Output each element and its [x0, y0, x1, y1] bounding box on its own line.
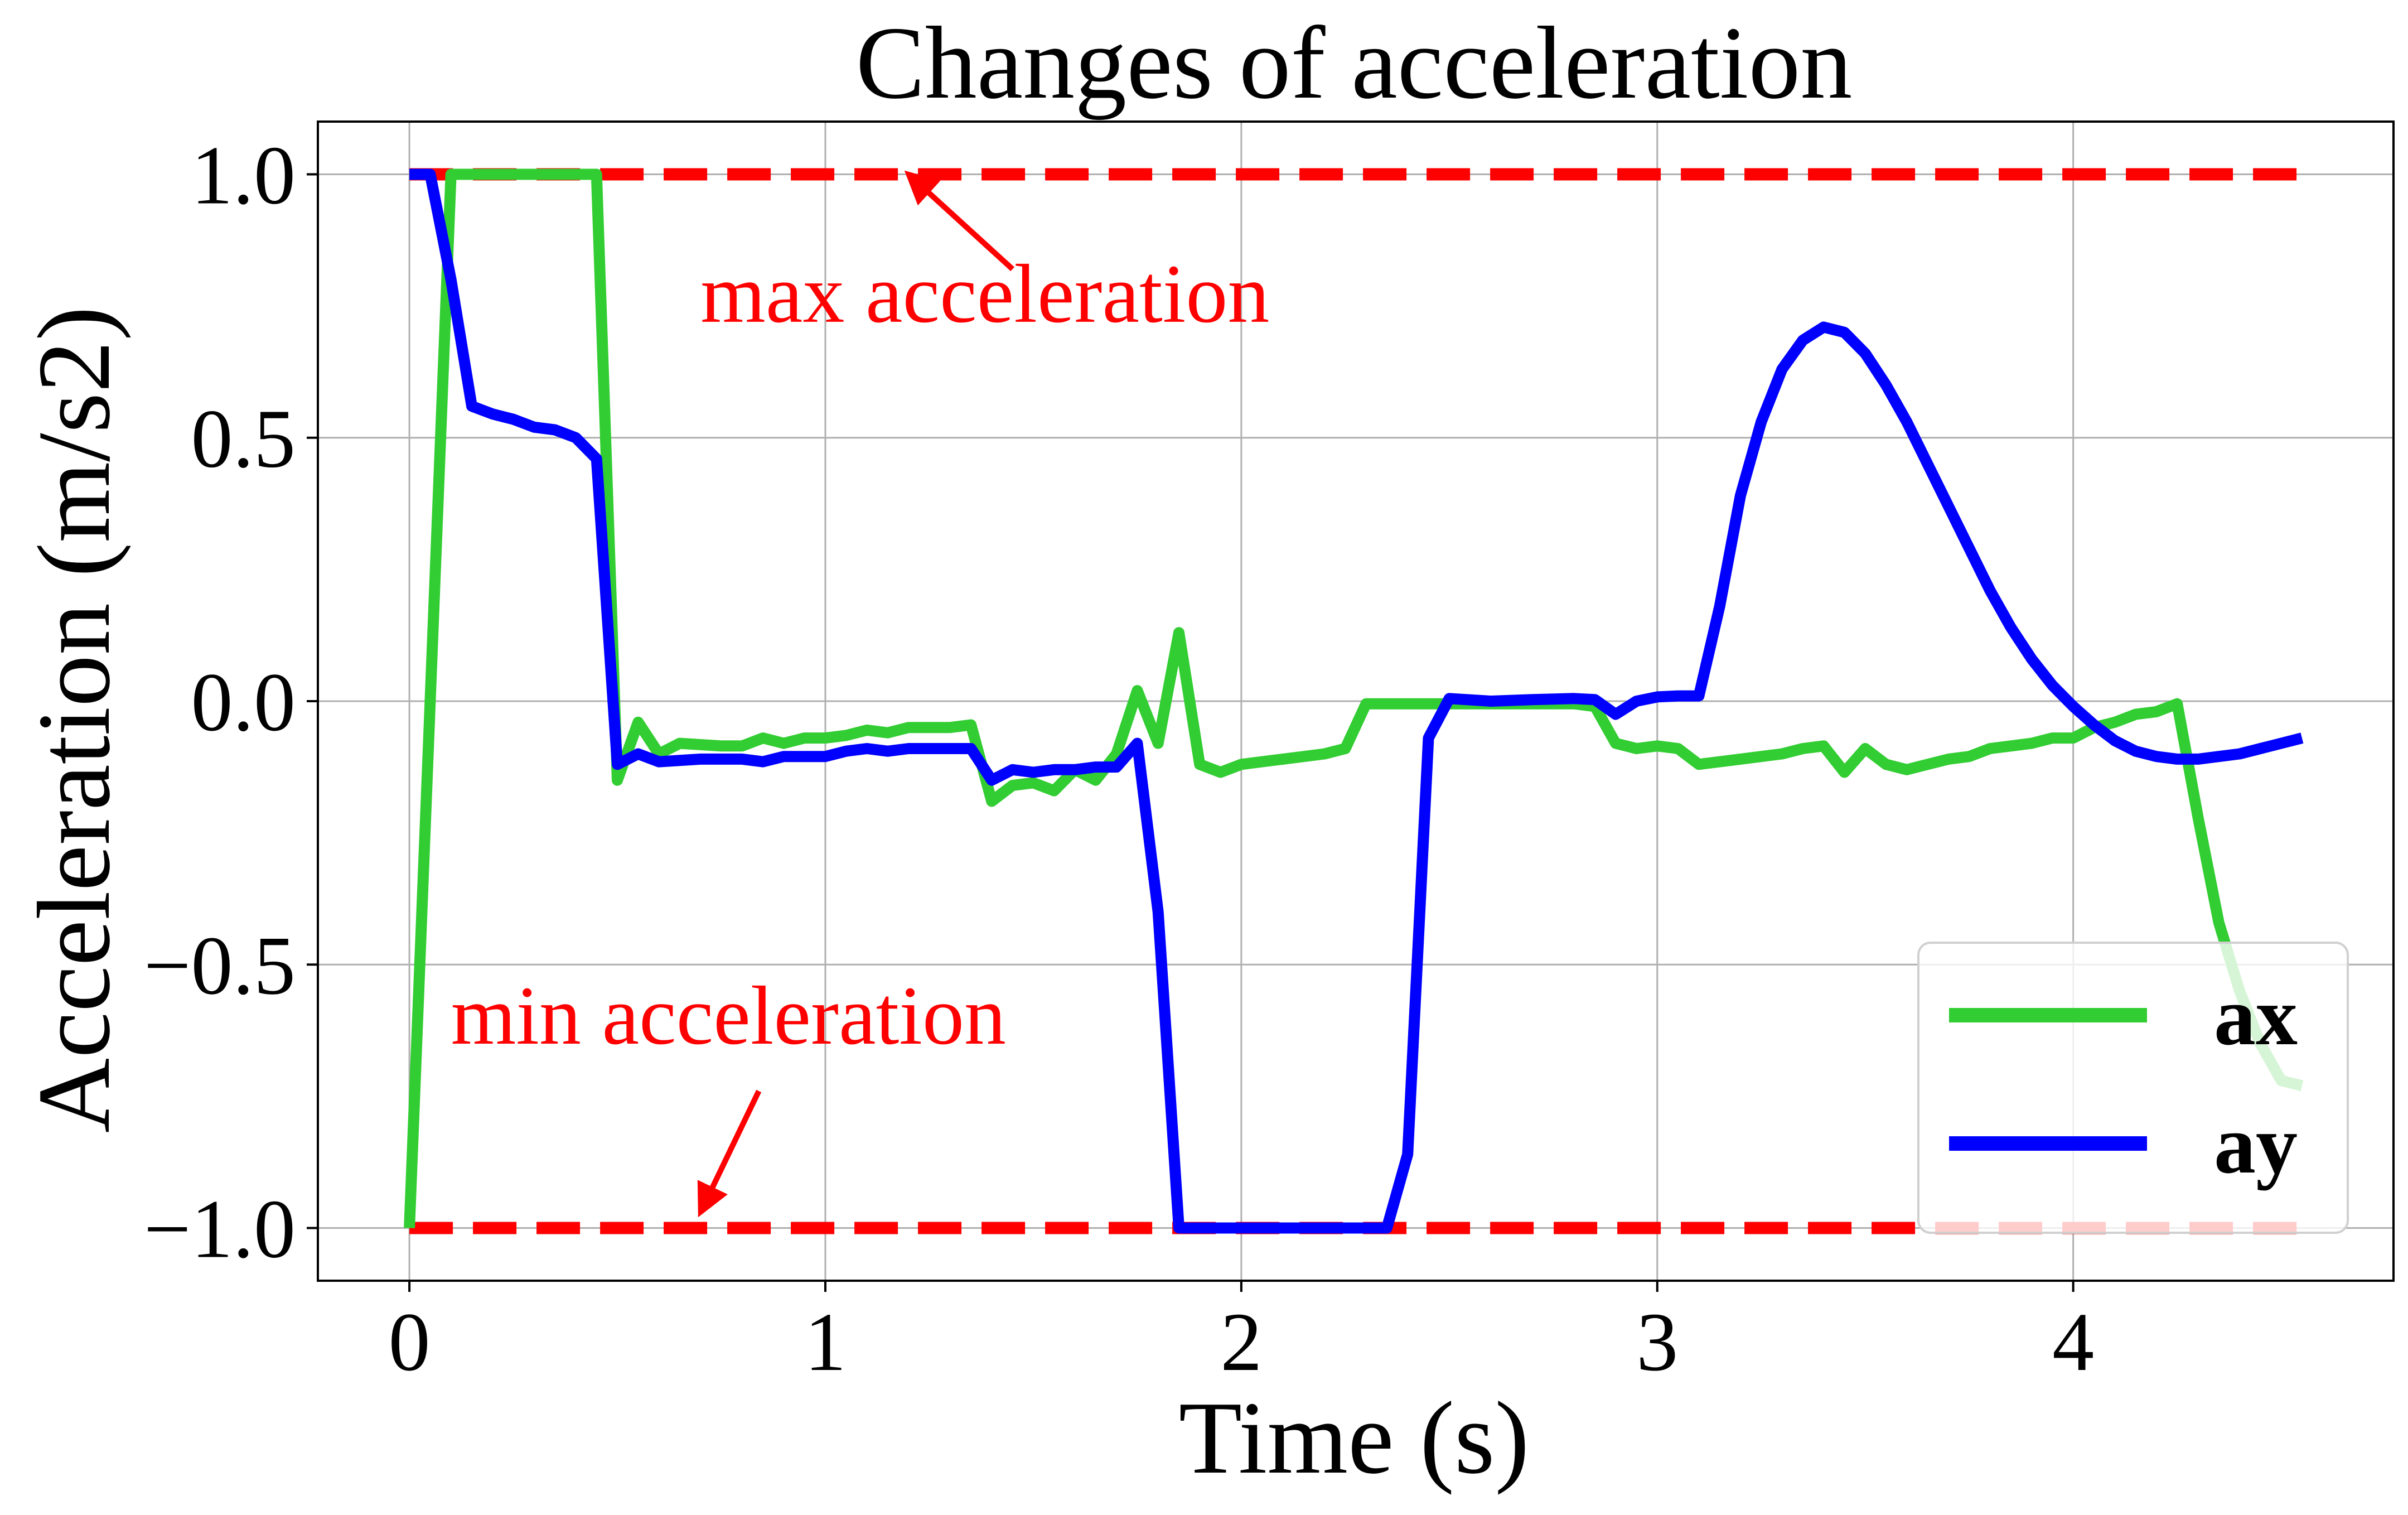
y-axis-label: Acceleration (m/s2) — [17, 306, 132, 1133]
x-axis-label: Time (s) — [1179, 1381, 1530, 1495]
x-tick-label: 0 — [389, 1296, 431, 1388]
series-line-ay — [409, 168, 2304, 1234]
annotations: max acceleration min acceleration — [451, 170, 1269, 1218]
max-acceleration-arrow — [904, 170, 1015, 272]
x-tick-label: 2 — [1220, 1296, 1262, 1388]
chart-title: Changes of acceleration — [856, 6, 1853, 120]
x-tick-label: 3 — [1636, 1296, 1678, 1388]
y-tick-label: −0.5 — [144, 919, 296, 1012]
y-tick-label: 0.0 — [191, 656, 296, 749]
series — [404, 168, 2304, 1234]
x-tick-label: 1 — [804, 1296, 846, 1388]
y-tick-label: 1.0 — [191, 129, 296, 221]
legend-label-ax: ax — [2214, 970, 2298, 1063]
x-tick-label: 4 — [2052, 1296, 2094, 1388]
min-acceleration-arrow — [697, 1089, 762, 1218]
legend: ax ay — [1917, 942, 2349, 1234]
series-line-ax — [404, 168, 2304, 1228]
min-acceleration-annotation: min acceleration — [451, 969, 1006, 1062]
y-tick-label: −1.0 — [144, 1183, 296, 1276]
legend-label-ay: ay — [2214, 1098, 2298, 1191]
max-acceleration-annotation: max acceleration — [700, 248, 1269, 340]
ticks: 0 1 2 3 4 1.0 0.5 0.0 −0.5 −1.0 — [144, 129, 2094, 1388]
y-tick-label: 0.5 — [191, 393, 296, 485]
